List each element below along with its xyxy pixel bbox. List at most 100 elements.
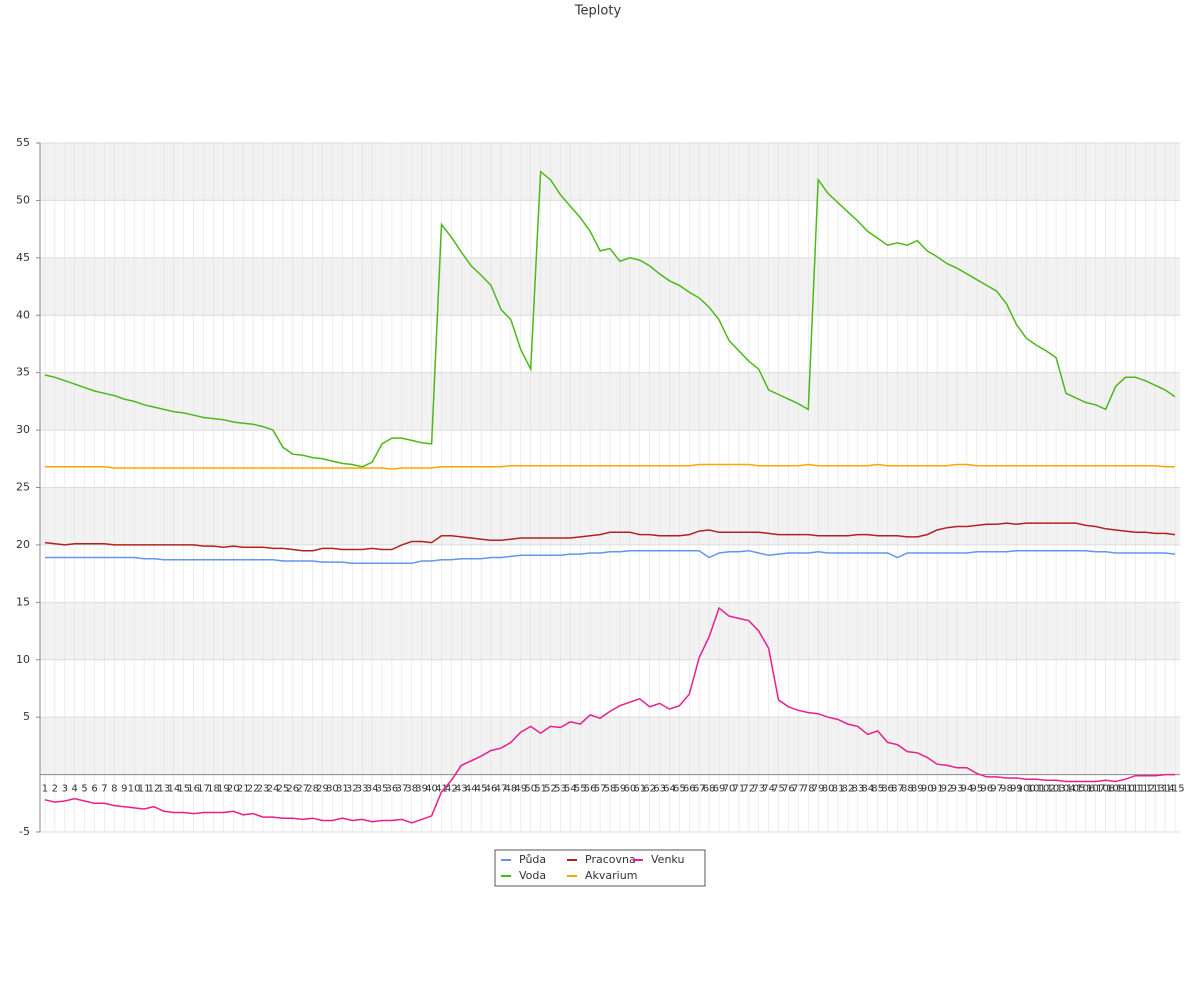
x-tick-label: 24 xyxy=(267,784,280,795)
x-tick-label: 41 xyxy=(435,784,448,795)
x-tick-label: 56 xyxy=(584,784,597,795)
x-tick-label: 66 xyxy=(683,784,696,795)
x-tick-label: 9 xyxy=(121,784,127,795)
legend-label: Akvarium xyxy=(585,869,637,882)
x-tick-label: 96 xyxy=(980,784,993,795)
y-tick-label: 40 xyxy=(16,308,30,321)
x-tick-label: 107 xyxy=(1086,784,1105,795)
x-tick-label: 71 xyxy=(733,784,746,795)
x-tick-label: 19 xyxy=(217,784,230,795)
x-tick-label: 89 xyxy=(911,784,924,795)
x-tick-label: 20 xyxy=(227,784,240,795)
x-tick-label: 21 xyxy=(237,784,250,795)
x-tick-label: 18 xyxy=(207,784,220,795)
x-tick-label: 17 xyxy=(197,784,210,795)
x-tick-label: 39 xyxy=(415,784,428,795)
legend-label: Pracovna xyxy=(585,853,636,866)
x-tick-label: 47 xyxy=(495,784,508,795)
x-tick-label: 84 xyxy=(861,784,874,795)
x-tick-label: 91 xyxy=(931,784,944,795)
series-line xyxy=(45,463,1175,470)
x-tick-label: 113 xyxy=(1146,784,1165,795)
y-tick-label: 15 xyxy=(16,595,30,608)
x-tick-label: 3 xyxy=(62,784,68,795)
x-tick-label: 98 xyxy=(1000,784,1013,795)
x-tick-label: 52 xyxy=(544,784,557,795)
x-tick-label: 106 xyxy=(1076,784,1095,795)
x-tick-label: 93 xyxy=(951,784,964,795)
x-tick-label: 45 xyxy=(475,784,488,795)
x-tick-label: 85 xyxy=(871,784,884,795)
x-tick-label: 62 xyxy=(643,784,656,795)
y-tick-label: -5 xyxy=(19,825,30,838)
legend-label: Venku xyxy=(651,853,684,866)
x-tick-label: 80 xyxy=(822,784,835,795)
x-tick-label: 75 xyxy=(772,784,785,795)
y-tick-label: 10 xyxy=(16,653,30,666)
x-tick-label: 109 xyxy=(1106,784,1125,795)
x-tick-label: 37 xyxy=(395,784,408,795)
x-tick-label: 27 xyxy=(296,784,309,795)
x-tick-label: 61 xyxy=(633,784,646,795)
x-tick-label: 60 xyxy=(623,784,636,795)
x-tick-label: 42 xyxy=(445,784,458,795)
y-tick-label: 5 xyxy=(23,710,30,723)
x-tick-label: 46 xyxy=(485,784,498,795)
x-tick-label: 16 xyxy=(187,784,200,795)
x-tick-label: 69 xyxy=(713,784,726,795)
series-line xyxy=(44,606,1175,824)
x-tick-label: 25 xyxy=(277,784,290,795)
x-tick-label: 33 xyxy=(356,784,369,795)
x-tick-label: 72 xyxy=(742,784,755,795)
x-tick-label: 70 xyxy=(723,784,736,795)
x-tick-label: 34 xyxy=(366,784,379,795)
x-tick-label: 58 xyxy=(604,784,617,795)
x-tick-label: 43 xyxy=(455,784,468,795)
x-tick-label: 68 xyxy=(703,784,716,795)
y-tick-label: 30 xyxy=(16,423,30,436)
x-tick-label: 48 xyxy=(505,784,518,795)
x-tick-label: 111 xyxy=(1126,784,1145,795)
x-tick-label: 32 xyxy=(346,784,359,795)
x-tick-label: 77 xyxy=(792,784,805,795)
x-tick-label: 114 xyxy=(1156,784,1175,795)
legend-label: Půda xyxy=(519,853,546,866)
x-tick-label: 12 xyxy=(148,784,161,795)
x-tick-label: 28 xyxy=(306,784,319,795)
x-tick-label: 53 xyxy=(554,784,567,795)
x-tick-label: 51 xyxy=(534,784,547,795)
x-tick-label: 110 xyxy=(1116,784,1135,795)
chart-title: Teploty xyxy=(574,4,622,19)
x-tick-label: 38 xyxy=(405,784,418,795)
x-tick-label: 76 xyxy=(782,784,795,795)
legend-box xyxy=(494,849,706,887)
series-line xyxy=(45,549,1176,565)
x-tick-label: 44 xyxy=(465,784,478,795)
x-tick-label: 10 xyxy=(128,784,141,795)
x-tick-label: 97 xyxy=(990,784,1003,795)
x-tick-label: 65 xyxy=(673,784,686,795)
y-tick-label: 50 xyxy=(16,193,30,206)
y-tick-label: 55 xyxy=(16,136,30,149)
x-tick-label: 36 xyxy=(386,784,399,795)
x-tick-label: 63 xyxy=(653,784,666,795)
x-tick-label: 31 xyxy=(336,784,349,795)
x-tick-label: 78 xyxy=(802,784,815,795)
x-tick-label: 73 xyxy=(752,784,765,795)
x-tick-label: 64 xyxy=(663,784,676,795)
x-tick-label: 13 xyxy=(158,784,171,795)
x-tick-label: 1 xyxy=(42,784,48,795)
x-tick-label: 104 xyxy=(1056,784,1075,795)
x-tick-label: 100 xyxy=(1017,784,1036,795)
y-tick-label: 45 xyxy=(16,251,30,264)
x-tick-label: 30 xyxy=(326,784,339,795)
x-tick-label: 101 xyxy=(1027,784,1046,795)
x-tick-label: 23 xyxy=(257,784,270,795)
x-tick-label: 4 xyxy=(72,784,78,795)
x-tick-label: 29 xyxy=(316,784,329,795)
x-tick-label: 79 xyxy=(812,784,825,795)
x-tick-label: 115 xyxy=(1165,784,1184,795)
x-tick-label: 7 xyxy=(101,784,107,795)
y-tick-label: 20 xyxy=(16,538,30,551)
